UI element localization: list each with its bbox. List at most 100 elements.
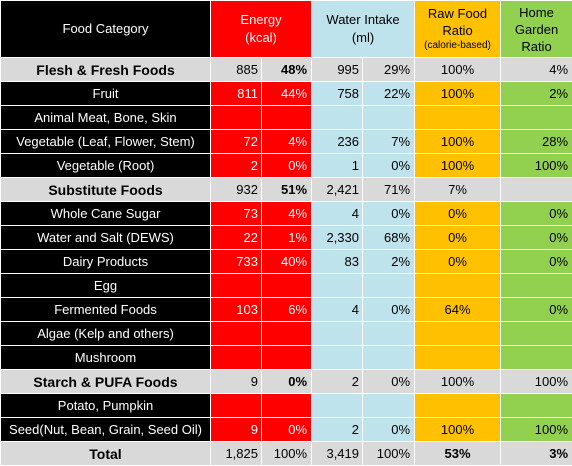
water-ml-cell (312, 322, 363, 346)
energy-percent-cell: 1% (262, 226, 312, 250)
garden-ratio-cell (501, 322, 572, 346)
water-percent-cell: 68% (363, 226, 415, 250)
water-ml-cell: 2 (312, 370, 363, 394)
garden-ratio-cell: 0% (501, 202, 572, 226)
water-ml-cell: 3,419 (312, 442, 363, 466)
garden-ratio-cell: 100% (501, 154, 572, 178)
water-percent-cell: 0% (363, 418, 415, 442)
water-percent-cell: 0% (363, 154, 415, 178)
raw-ratio-cell: 7% (415, 178, 501, 202)
energy-percent-cell: 100% (262, 442, 312, 466)
table-row: Egg (1, 274, 572, 298)
raw-ratio-cell: 64% (415, 298, 501, 322)
energy-percent-cell (262, 106, 312, 130)
energy-kcal-cell: 2 (211, 154, 262, 178)
food-category-cell: Fermented Foods (1, 298, 211, 322)
water-ml-cell: 2,421 (312, 178, 363, 202)
energy-percent-cell (262, 322, 312, 346)
water-percent-cell: 29% (363, 58, 415, 82)
garden-ratio-cell: 100% (501, 370, 572, 394)
water-percent-cell (363, 274, 415, 298)
water-percent-cell: 0% (363, 370, 415, 394)
food-category-cell: Mushroom (1, 346, 211, 370)
water-ml-cell: 2,330 (312, 226, 363, 250)
energy-kcal-cell: 885 (211, 58, 262, 82)
energy-kcal-cell: 811 (211, 82, 262, 106)
water-ml-cell: 4 (312, 298, 363, 322)
food-category-cell: Flesh & Fresh Foods (1, 58, 211, 82)
food-category-cell: Fruit (1, 82, 211, 106)
energy-percent-cell: 0% (262, 370, 312, 394)
header-water-label: Water Intake (326, 12, 399, 27)
water-ml-cell: 995 (312, 58, 363, 82)
header-food-category-label: Food Category (63, 21, 149, 36)
header-row: Food Category Energy (kcal) Water Intake… (1, 1, 572, 58)
energy-percent-cell: 6% (262, 298, 312, 322)
food-category-cell: Egg (1, 274, 211, 298)
energy-percent-cell (262, 394, 312, 418)
water-ml-cell: 2 (312, 418, 363, 442)
raw-ratio-cell: 100% (415, 130, 501, 154)
food-category-cell: Dairy Products (1, 250, 211, 274)
garden-ratio-cell (501, 274, 572, 298)
water-percent-cell: 0% (363, 298, 415, 322)
garden-ratio-cell: 0% (501, 250, 572, 274)
energy-percent-cell (262, 274, 312, 298)
garden-ratio-cell (501, 178, 572, 202)
food-category-cell: Vegetable (Leaf, Flower, Stem) (1, 130, 211, 154)
water-ml-cell: 1 (312, 154, 363, 178)
garden-ratio-cell: 2% (501, 82, 572, 106)
energy-percent-cell: 51% (262, 178, 312, 202)
food-category-cell: Algae (Kelp and others) (1, 322, 211, 346)
food-category-cell: Whole Cane Sugar (1, 202, 211, 226)
water-ml-cell (312, 274, 363, 298)
raw-ratio-cell: 0% (415, 202, 501, 226)
water-percent-cell (363, 106, 415, 130)
energy-percent-cell: 0% (262, 418, 312, 442)
garden-ratio-cell: 0% (501, 226, 572, 250)
water-percent-cell (363, 394, 415, 418)
energy-percent-cell: 40% (262, 250, 312, 274)
energy-percent-cell: 4% (262, 130, 312, 154)
food-category-cell: Potato, Pumpkin (1, 394, 211, 418)
table-row: Algae (Kelp and others) (1, 322, 572, 346)
water-ml-cell: 4 (312, 202, 363, 226)
garden-ratio-cell: 0% (501, 298, 572, 322)
water-percent-cell: 7% (363, 130, 415, 154)
garden-ratio-cell (501, 346, 572, 370)
header-garden: Home Garden Ratio (501, 1, 572, 58)
raw-ratio-cell: 100% (415, 58, 501, 82)
energy-kcal-cell: 1,825 (211, 442, 262, 466)
water-percent-cell: 22% (363, 82, 415, 106)
water-percent-cell (363, 346, 415, 370)
garden-ratio-cell: 28% (501, 130, 572, 154)
raw-ratio-cell (415, 346, 501, 370)
food-category-cell: Substitute Foods (1, 178, 211, 202)
water-ml-cell: 758 (312, 82, 363, 106)
food-category-cell: Seed(Nut, Bean, Grain, Seed Oil) (1, 418, 211, 442)
header-energy-unit: (kcal) (245, 30, 277, 45)
energy-kcal-cell (211, 394, 262, 418)
header-energy: Energy (kcal) (211, 1, 312, 58)
garden-ratio-cell (501, 106, 572, 130)
table-row: Mushroom (1, 346, 572, 370)
energy-percent-cell: 44% (262, 82, 312, 106)
food-category-cell: Starch & PUFA Foods (1, 370, 211, 394)
energy-kcal-cell: 9 (211, 418, 262, 442)
energy-kcal-cell (211, 346, 262, 370)
energy-kcal-cell (211, 106, 262, 130)
header-raw-label: Raw Food Ratio (428, 6, 487, 38)
energy-percent-cell: 0% (262, 154, 312, 178)
food-category-cell: Total (1, 442, 211, 466)
header-water-unit: (ml) (352, 30, 374, 45)
water-ml-cell: 83 (312, 250, 363, 274)
energy-percent-cell: 48% (262, 58, 312, 82)
raw-ratio-cell: 0% (415, 226, 501, 250)
